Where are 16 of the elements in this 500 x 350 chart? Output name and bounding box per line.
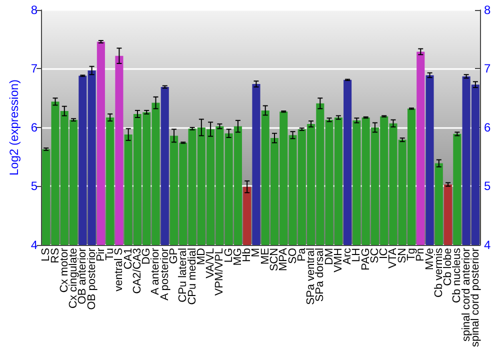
- x-tick-label: SCN: [268, 248, 280, 272]
- y2-tick-label: 8: [484, 3, 491, 17]
- x-tick-label: M: [250, 248, 262, 258]
- x-tick-label: RS: [49, 248, 62, 264]
- y2-tick-label: 5: [484, 179, 491, 194]
- y2-tick-label: 6: [484, 120, 491, 134]
- y-tick-label: 8: [30, 3, 38, 17]
- y-tick-label: 5: [30, 179, 38, 194]
- y-tick-label: 7: [30, 62, 38, 76]
- y-tick-label: 6: [30, 120, 38, 134]
- y-tick-label: 4: [30, 238, 38, 252]
- x-tick-label: SC: [368, 248, 381, 264]
- y-axis-title: Log2 (expression): [7, 79, 21, 176]
- y2-tick-label: 7: [484, 62, 491, 76]
- x-tick-label: CPu medial: [186, 248, 198, 305]
- y2-tick-label: 4: [484, 238, 491, 252]
